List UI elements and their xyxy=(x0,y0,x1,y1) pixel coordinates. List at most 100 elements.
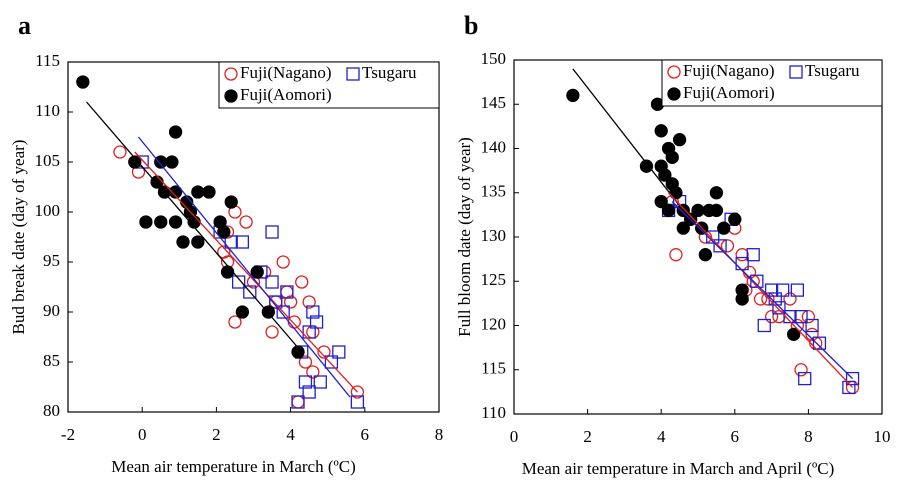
data-point xyxy=(750,274,764,288)
y-tick-label: 90 xyxy=(43,301,60,320)
data-point xyxy=(812,336,827,350)
data-point xyxy=(283,295,298,309)
data-point xyxy=(783,309,797,324)
data-point xyxy=(709,186,724,200)
data-point xyxy=(302,295,316,309)
y-tick-label: 125 xyxy=(481,270,507,289)
y-axis-label: Full bloom date (day of year) xyxy=(455,137,474,337)
legend-box xyxy=(218,61,440,109)
data-point xyxy=(313,375,327,389)
legend-label: Fuji(Aomori) xyxy=(683,83,775,102)
x-tick-label: 8 xyxy=(435,425,444,444)
data-point xyxy=(728,212,742,226)
data-point xyxy=(306,305,320,319)
data-point xyxy=(746,248,760,262)
data-point xyxy=(298,375,313,389)
legend-marker xyxy=(224,67,238,81)
data-point xyxy=(224,235,238,249)
y-tick-label: 135 xyxy=(481,182,507,201)
data-point xyxy=(276,305,290,319)
data-point xyxy=(309,315,324,329)
data-point xyxy=(794,309,808,324)
x-tick-label: 2 xyxy=(583,427,592,446)
y-tick-label: 100 xyxy=(35,201,61,220)
y-tick-label: 95 xyxy=(43,251,60,270)
data-point xyxy=(168,215,183,229)
x-tick-label: 4 xyxy=(657,427,666,446)
data-point xyxy=(350,385,365,399)
data-point xyxy=(717,221,731,235)
data-point xyxy=(753,292,768,306)
data-point xyxy=(654,194,668,209)
x-tick-label: -2 xyxy=(61,425,75,444)
legend-marker xyxy=(667,65,681,79)
data-point xyxy=(672,132,687,147)
legend-label: Fuji(Nagano) xyxy=(683,61,775,80)
data-point xyxy=(639,159,654,173)
data-point xyxy=(295,275,309,289)
data-point xyxy=(287,315,301,329)
y-tick-label: 150 xyxy=(481,49,507,68)
data-point xyxy=(224,195,238,209)
x-axis-label: Mean air temperature in March and April … xyxy=(522,459,835,478)
data-point xyxy=(243,285,257,299)
data-point xyxy=(280,285,294,299)
data-point xyxy=(239,215,253,229)
trend-line xyxy=(572,68,684,211)
data-point xyxy=(128,155,142,169)
data-point xyxy=(291,395,305,409)
x-tick-label: 4 xyxy=(286,425,295,444)
data-point xyxy=(168,125,183,139)
data-point xyxy=(691,203,705,218)
data-point xyxy=(269,295,283,309)
legend-label: Fuji(Aomori) xyxy=(240,85,332,104)
data-point xyxy=(265,225,279,239)
y-tick-label: 115 xyxy=(481,359,506,378)
data-point xyxy=(306,365,320,379)
x-tick-label: 6 xyxy=(361,425,370,444)
data-point xyxy=(232,275,246,289)
data-point xyxy=(787,327,801,342)
x-tick-label: 2 xyxy=(212,425,221,444)
data-point xyxy=(761,292,775,306)
data-point xyxy=(735,248,749,262)
data-point xyxy=(805,327,819,342)
data-point xyxy=(235,235,250,249)
data-point xyxy=(302,385,316,399)
plot-frame xyxy=(67,61,440,413)
data-point xyxy=(720,239,735,253)
data-point xyxy=(113,145,127,159)
data-point xyxy=(324,355,339,369)
data-point xyxy=(235,305,250,319)
x-tick-label: 0 xyxy=(138,425,147,444)
data-point xyxy=(706,230,720,244)
panel-label: b xyxy=(464,11,478,40)
data-point xyxy=(713,239,727,253)
data-point xyxy=(176,235,190,249)
trend-line xyxy=(671,201,854,380)
data-point xyxy=(661,203,676,218)
y-tick-label: 145 xyxy=(481,93,507,112)
data-point xyxy=(676,221,690,235)
y-tick-label: 130 xyxy=(481,226,507,245)
data-point xyxy=(154,155,168,169)
data-point xyxy=(250,265,264,279)
y-tick-label: 115 xyxy=(35,51,60,70)
data-point xyxy=(202,185,216,199)
data-point xyxy=(845,371,860,386)
data-point xyxy=(276,255,290,269)
data-point xyxy=(775,283,790,297)
data-point xyxy=(350,395,365,409)
data-point xyxy=(220,265,235,279)
data-point xyxy=(669,248,683,262)
data-point xyxy=(566,88,580,103)
data-point xyxy=(709,203,724,218)
data-point xyxy=(764,309,779,324)
data-point xyxy=(317,345,331,359)
y-axis-label: Bud break date (day of year) xyxy=(9,140,28,335)
y-tick-label: 140 xyxy=(481,137,507,156)
legend-box xyxy=(661,59,883,107)
x-tick-label: 10 xyxy=(874,427,891,446)
trend-line xyxy=(134,151,358,393)
